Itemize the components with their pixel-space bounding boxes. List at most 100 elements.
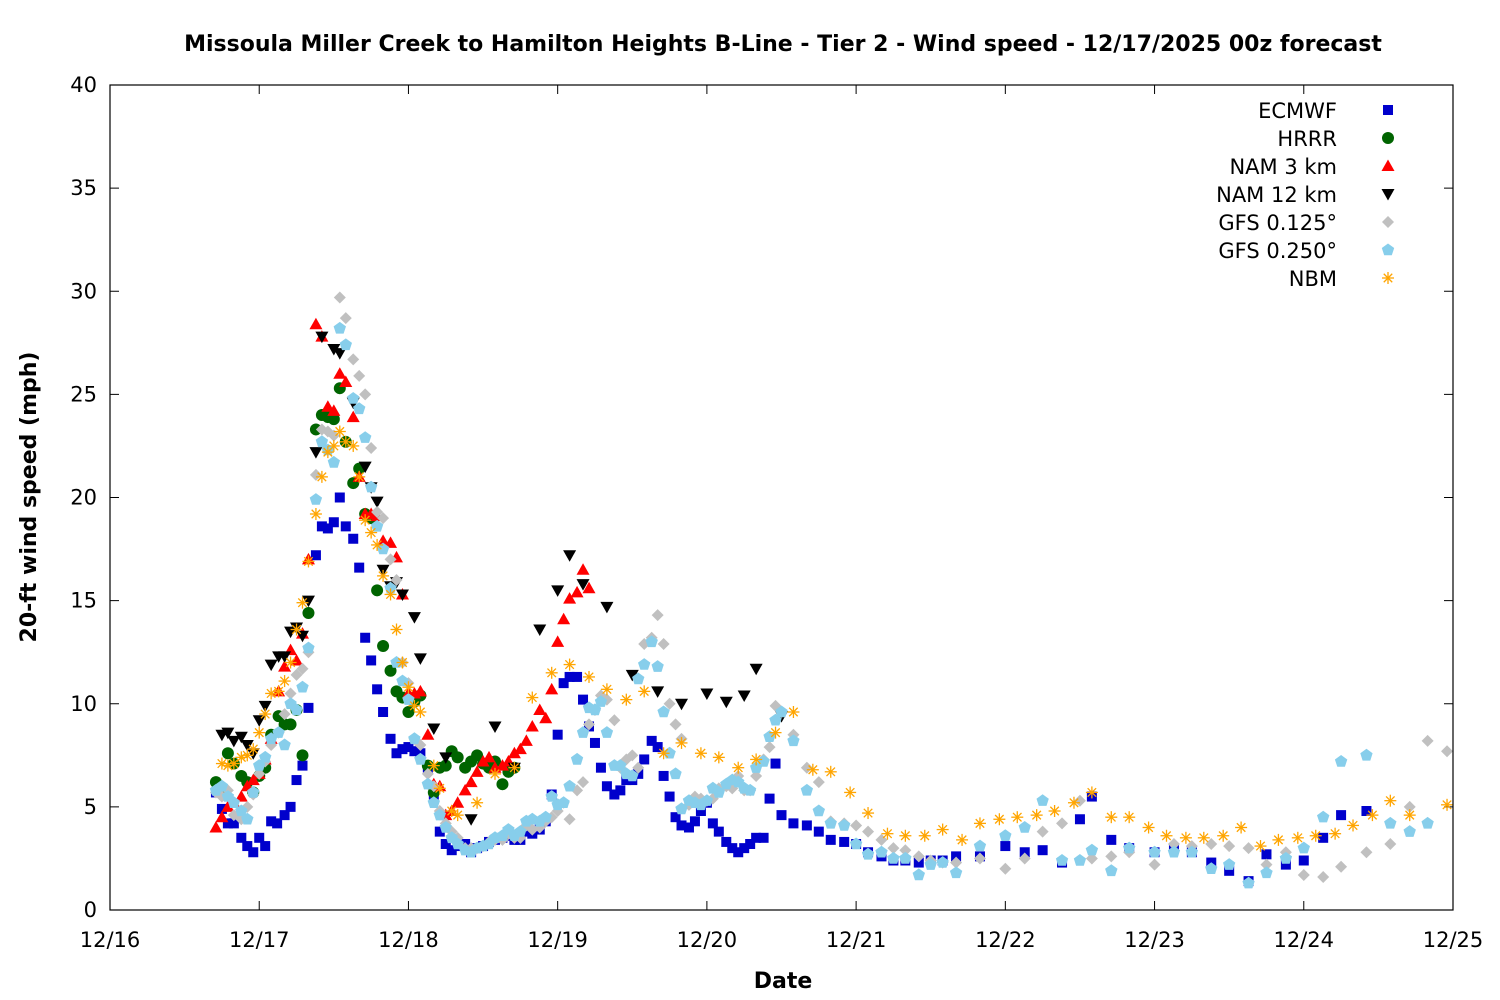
- data-point-gfs-0-250: [327, 455, 340, 468]
- data-point-nam-3-km: [545, 682, 559, 695]
- legend: ECMWF HRRR NAM 3 km NAM 12 km GFS 0.125° GFS …: [1216, 99, 1395, 291]
- data-point-gfs-0-125: [377, 512, 390, 525]
- data-point-ecmwf: [291, 775, 302, 786]
- data-point-gfs-0-125: [626, 749, 639, 762]
- data-point-hrrr: [302, 607, 315, 619]
- data-point-ecmwf: [658, 770, 669, 781]
- data-point-hrrr: [284, 718, 297, 731]
- data-point-ecmwf: [297, 760, 308, 771]
- data-point-ecmwf: [813, 826, 824, 837]
- data-point-gfs-0-250: [757, 755, 770, 767]
- data-point-nbm: [638, 685, 651, 698]
- data-point-gfs-0-125: [608, 714, 621, 727]
- data-point-nbm: [471, 796, 484, 809]
- legend-label-hrrr: HRRR: [1277, 127, 1337, 151]
- data-point-ecmwf: [1074, 814, 1085, 825]
- data-point-gfs-0-250: [849, 837, 863, 850]
- data-point-nam-3-km: [482, 750, 496, 763]
- data-point-gfs-0-125: [365, 442, 378, 454]
- data-point-gfs-0-125: [899, 844, 912, 857]
- data-point-gfs-0-250: [396, 674, 409, 687]
- data-point-nbm: [1441, 798, 1454, 811]
- data-point-gfs-0-250: [1148, 845, 1161, 858]
- data-point-nam-12-km: [749, 663, 763, 676]
- data-point-gfs-0-250: [1055, 854, 1069, 866]
- data-point-gfs-0-250: [600, 726, 614, 738]
- data-point-ecmwf: [589, 737, 600, 748]
- data-point-nam-3-km: [525, 719, 539, 732]
- data-point-ecmwf: [727, 843, 738, 854]
- data-point-ecmwf: [825, 834, 836, 845]
- data-point-ecmwf: [348, 533, 359, 544]
- data-point-nbm: [315, 470, 328, 483]
- data-point-nbm: [508, 761, 521, 774]
- data-point-gfs-0-250: [999, 829, 1012, 841]
- data-point-gfs-0-125: [327, 429, 340, 442]
- data-point-gfs-0-125: [1441, 745, 1454, 758]
- data-point-nbm: [359, 514, 372, 527]
- data-point-ecmwf: [572, 671, 583, 682]
- data-point-ecmwf: [285, 801, 296, 812]
- x-tick-label: 12/16: [80, 928, 141, 952]
- data-point-ecmwf: [242, 841, 253, 852]
- data-point-nbm: [327, 439, 340, 452]
- data-point-nam-12-km: [533, 624, 547, 636]
- data-point-nbm: [1179, 831, 1192, 844]
- data-point-gfs-0-250: [359, 431, 372, 443]
- data-point-nbm: [290, 623, 303, 636]
- data-point-nbm: [427, 759, 440, 772]
- data-point-gfs-0-250: [861, 847, 875, 860]
- legend-marker-gfs-0-250: [1381, 243, 1395, 256]
- data-point-gfs-0-250: [1105, 864, 1118, 877]
- data-point-gfs-0-250: [1085, 843, 1099, 856]
- data-point-gfs-0-125: [278, 708, 291, 721]
- data-point-gfs-0-125: [390, 574, 403, 586]
- data-point-gfs-0-250: [353, 402, 366, 415]
- data-point-nbm: [1254, 840, 1267, 853]
- data-point-gfs-0-250: [545, 790, 558, 802]
- data-point-gfs-0-250: [899, 851, 912, 864]
- data-point-gfs-0-250: [347, 392, 360, 404]
- data-point-nbm: [694, 747, 707, 760]
- data-point-gfs-0-125: [973, 852, 986, 865]
- data-point-nbm: [862, 807, 875, 820]
- data-point-gfs-0-250: [333, 321, 346, 334]
- legend-marker-nam-3-km: [1381, 159, 1395, 171]
- data-point-nbm: [402, 681, 415, 694]
- data-point-gfs-0-125: [1056, 817, 1069, 830]
- data-point-nbm: [259, 708, 272, 721]
- data-point-nbm: [309, 508, 322, 520]
- y-tick-label: 35: [70, 176, 97, 200]
- data-point-gfs-0-125: [347, 353, 360, 366]
- data-point-nbm: [881, 827, 894, 840]
- data-point-ecmwf: [397, 744, 408, 755]
- data-point-gfs-0-125: [950, 856, 963, 869]
- data-point-nbm: [918, 829, 931, 842]
- data-point-nam-3-km: [563, 592, 577, 604]
- data-point-nbm: [347, 439, 360, 452]
- data-point-ecmwf: [391, 748, 402, 759]
- data-point-nam-12-km: [252, 715, 266, 727]
- data-point-ecmwf: [670, 812, 681, 823]
- data-point-nbm: [1403, 809, 1416, 822]
- data-point-nam-12-km: [464, 814, 478, 826]
- data-point-gfs-0-125: [750, 769, 763, 782]
- data-point-ecmwf: [328, 517, 339, 528]
- data-point-nam-12-km: [370, 496, 384, 509]
- data-point-nbm: [1347, 819, 1360, 832]
- data-point-gfs-0-250: [1260, 866, 1273, 879]
- data-point-nbm: [215, 757, 228, 770]
- data-point-nbm: [657, 747, 670, 760]
- data-point-nbm: [296, 596, 309, 609]
- plot-frame: [109, 84, 1454, 911]
- data-point-ecmwf: [707, 818, 718, 829]
- data-point-ecmwf: [639, 754, 650, 765]
- data-point-nam-3-km: [221, 800, 235, 812]
- data-point-hrrr: [496, 778, 509, 791]
- x-tick-label: 12/23: [1124, 928, 1185, 952]
- data-point-nbm: [806, 763, 819, 776]
- data-point-nam-3-km: [557, 612, 571, 625]
- data-point-nbm: [408, 699, 421, 712]
- x-tick-label: 12/24: [1274, 928, 1335, 952]
- data-point-gfs-0-125: [1167, 838, 1180, 850]
